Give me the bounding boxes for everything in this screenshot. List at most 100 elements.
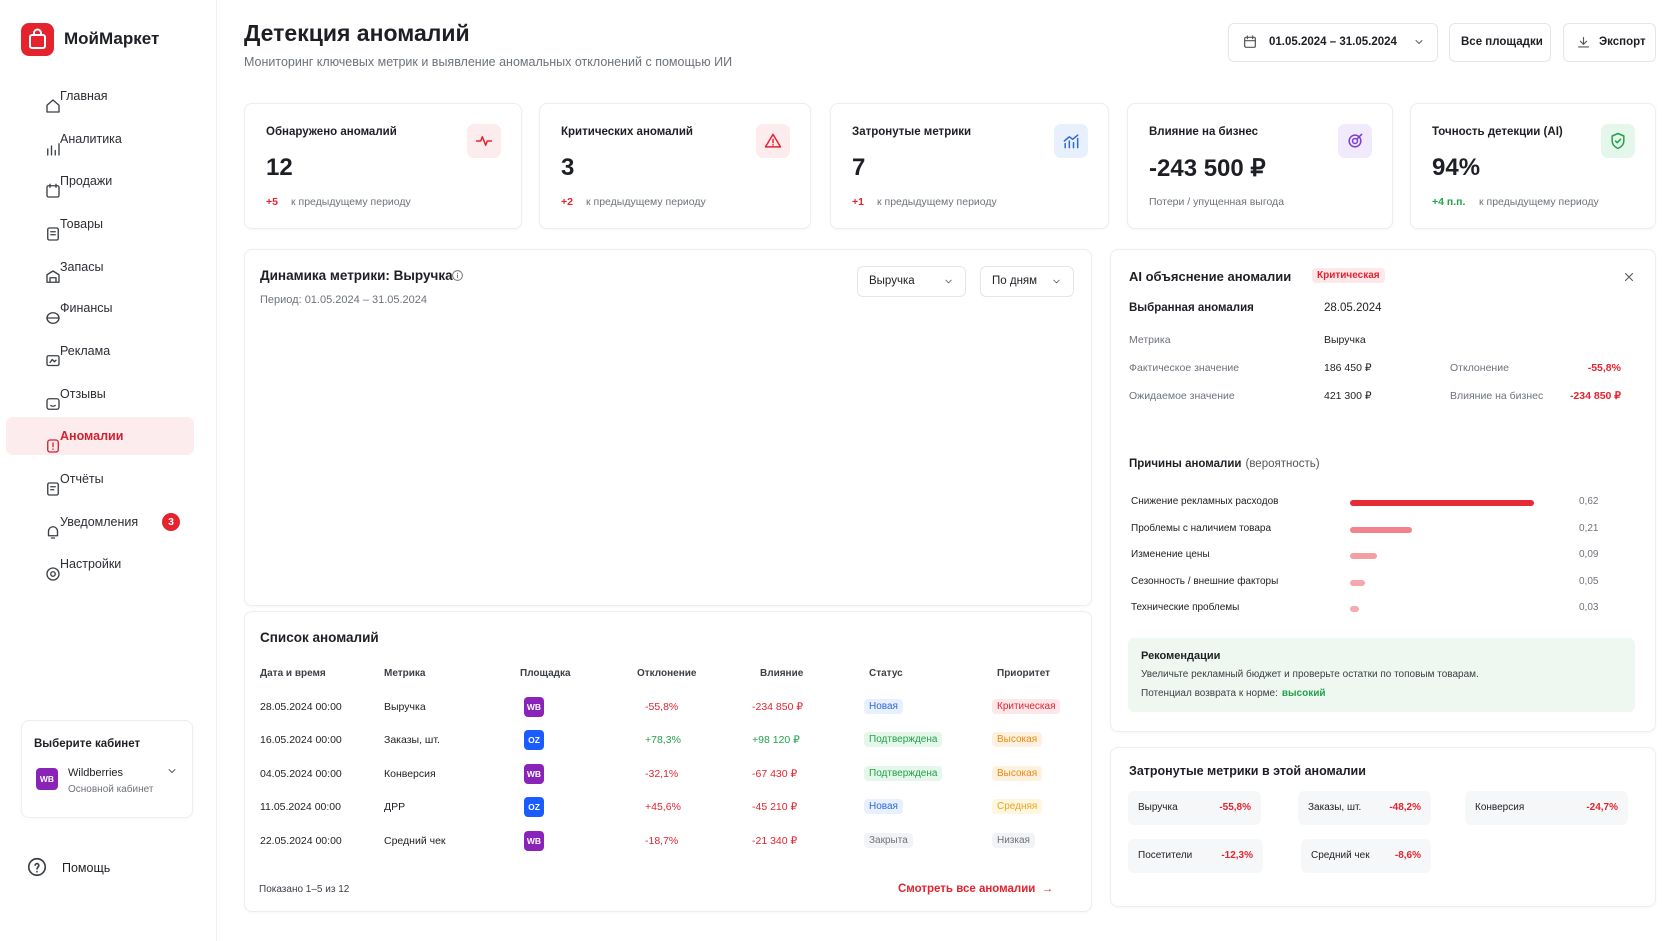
kpi-glyph	[1345, 131, 1365, 154]
kpi-delta: +5	[266, 196, 278, 208]
cause-label: Изменение цены	[1131, 549, 1210, 560]
sidebar: МойМаркет Главная Аналитика Продажи Товары За…	[0, 0, 217, 941]
logo	[21, 23, 54, 56]
export-button[interactable]: Экспорт	[1563, 23, 1656, 62]
info-icon	[451, 269, 464, 285]
nav-item[interactable]: Запасы	[6, 248, 194, 286]
chip-value: -55,8%	[1219, 802, 1251, 813]
icon-glyph	[1624, 272, 1634, 282]
nav-item[interactable]: Отчёты	[6, 460, 194, 498]
chip-value: -48,2%	[1389, 802, 1421, 813]
chip-name: Заказы, шт.	[1308, 802, 1362, 813]
help-icon	[26, 856, 48, 881]
detail: Фактическое значение	[1129, 362, 1240, 374]
kpi-icon	[1054, 124, 1088, 158]
view-all-link[interactable]: Смотреть все аномалии →	[898, 883, 1053, 895]
chip-name: Конверсия	[1475, 802, 1525, 813]
nav-item[interactable]: Продажи	[6, 162, 194, 200]
cabinet-logo: WB	[36, 768, 58, 790]
affected-title: Затронутые метрики в этой аномалии	[1129, 764, 1366, 778]
detail: -234 850 ₽	[1569, 390, 1621, 402]
cause-bar	[1350, 527, 1413, 533]
export-icon	[1576, 35, 1591, 53]
cell-date: 22.05.2024 00:00	[260, 835, 342, 847]
metric-chip: Заказы, шт. -48,2%	[1298, 791, 1431, 825]
chevron	[943, 276, 954, 290]
cell-metric: Выручка	[384, 701, 426, 713]
cell-deviation: +78,3%	[645, 734, 681, 746]
kpi-icon	[467, 124, 501, 158]
nav-label: Главная	[60, 89, 108, 103]
select[interactable]: Выручка	[857, 266, 966, 297]
cause-bar	[1350, 606, 1359, 612]
kpi-glyph	[474, 131, 494, 154]
nav-item[interactable]: Аномалии	[6, 417, 194, 455]
kpi-value: 12	[266, 154, 293, 181]
nav-label: Аномалии	[60, 429, 124, 443]
cause-value: 0,05	[1579, 576, 1599, 587]
nav-label: Настройки	[60, 557, 122, 571]
causes-title-hint: (вероятность)	[1245, 458, 1320, 470]
nav-label: Отчёты	[60, 472, 104, 486]
nav-item[interactable]: Главная	[6, 77, 194, 115]
kpi-card: Затронутые метрики 7 +1 к предыдущему перио…	[830, 103, 1109, 229]
ai-title: AI объяснение аномалии	[1129, 269, 1292, 284]
metric-chip: Выручка -55,8%	[1128, 791, 1261, 825]
table-title: Список аномалий	[260, 630, 379, 645]
rec-potential: Потенциал возврата к норме: высокий	[1141, 688, 1326, 699]
kpi-icon	[1601, 124, 1635, 158]
cell-date: 28.05.2024 00:00	[260, 701, 342, 713]
platforms-label: Все площадки	[1461, 36, 1543, 48]
chart-period: Период: 01.05.2024 – 31.05.2024	[260, 294, 428, 306]
kpi-card: Точность детекции (AI) 94% +4 п.п. к предыд…	[1410, 103, 1656, 229]
cabinet-box[interactable]: Выберите кабинет WB Wildberries Основной ка…	[21, 720, 193, 818]
status-pill: Подтверждена	[864, 766, 943, 781]
icon-glyph	[47, 482, 59, 496]
column-header: Отклонение	[637, 668, 697, 679]
nav-item[interactable]: Отзывы	[6, 375, 194, 413]
kpi-delta: +2	[561, 196, 573, 208]
rec-title: Рекомендации	[1141, 650, 1221, 662]
cell-metric: Конверсия	[384, 768, 436, 780]
page-title: Детекция аномалий	[244, 20, 470, 46]
kpi-icon	[756, 124, 790, 158]
nav-item[interactable]: Финансы	[6, 289, 194, 327]
date-button[interactable]: 01.05.2024 – 31.05.2024	[1228, 23, 1438, 62]
chip-value: -12,3%	[1221, 850, 1253, 861]
icon-glyph	[46, 398, 60, 410]
cell-metric: Заказы, шт.	[384, 734, 440, 746]
select[interactable]: По дням	[980, 266, 1074, 297]
cell-impact: +98 120 ₽	[752, 734, 800, 746]
nav-item[interactable]: Аналитика	[6, 120, 194, 158]
kpi-value: 3	[561, 154, 575, 181]
nav-item[interactable]: Реклама	[6, 332, 194, 370]
cell-deviation: -18,7%	[645, 835, 679, 847]
nav-label: Уведомления	[60, 515, 139, 529]
kpi-label: Критических аномалий	[561, 126, 693, 138]
nav-item[interactable]: Настройки	[6, 545, 194, 583]
ai-badge: Критическая	[1312, 268, 1385, 283]
metric-chip: Конверсия -24,7%	[1465, 791, 1628, 825]
icon-glyph	[47, 227, 59, 241]
column-header: Дата и время	[260, 668, 326, 679]
nav-label: Отзывы	[60, 387, 106, 401]
icon-glyph	[1244, 35, 1256, 48]
detail: Влияние на бизнес	[1450, 390, 1544, 402]
cell-deviation: -55,8%	[645, 701, 679, 713]
kpi-card: Критических аномалий 3 +2 к предыдущему пер…	[539, 103, 811, 229]
nav-item[interactable]: Уведомления 3	[6, 503, 194, 541]
detail: 421 300 ₽	[1324, 390, 1372, 402]
recommendations: Рекомендации Увеличьте рекламный бюджет и…	[1128, 638, 1635, 712]
column-header: Влияние	[760, 668, 804, 679]
causes-title-main: Причины аномалии	[1129, 458, 1242, 470]
detail: -55,8%	[1587, 362, 1621, 374]
link-arrow: →	[1035, 883, 1054, 895]
cell-date: 11.05.2024 00:00	[260, 801, 341, 813]
priority-pill: Низкая	[992, 833, 1035, 848]
rec-text: Увеличьте рекламный бюджет и проверьте о…	[1141, 669, 1479, 680]
cause-label: Технические проблемы	[1131, 602, 1240, 613]
nav-item[interactable]: Товары	[6, 205, 194, 243]
nav-badge: 3	[162, 513, 180, 531]
platforms-button[interactable]: Все площадки	[1449, 23, 1551, 62]
cause-value: 0,09	[1579, 549, 1599, 560]
